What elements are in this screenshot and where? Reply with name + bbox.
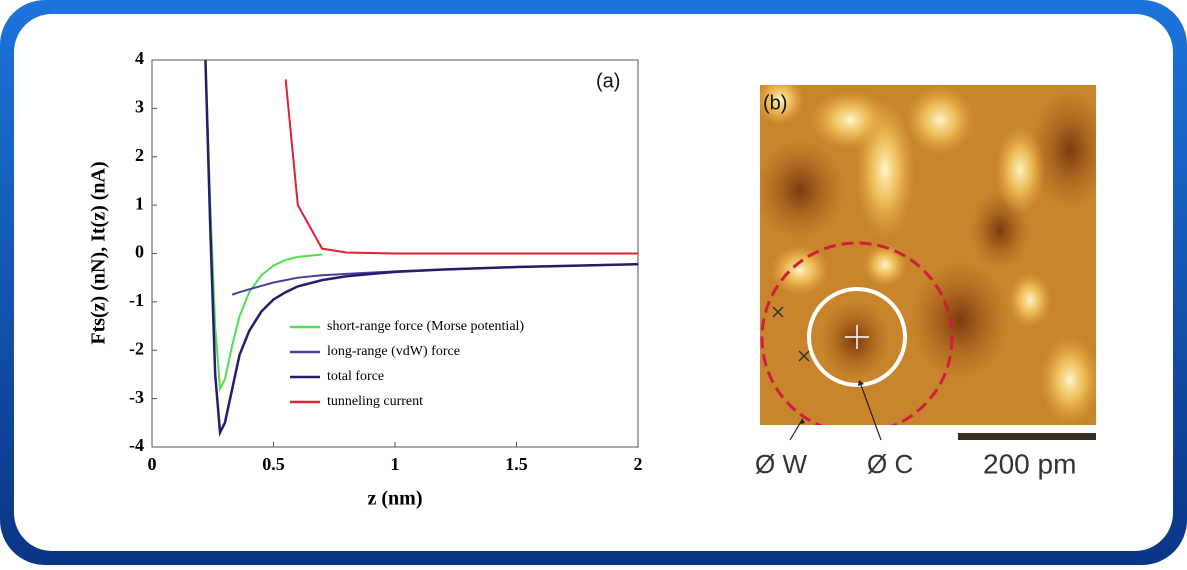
y-tick-label: 2 — [135, 145, 144, 165]
c-circle — [807, 287, 907, 387]
legend-label: long-range (vdW) force — [327, 344, 460, 359]
y-tick-label: -2 — [129, 338, 144, 358]
y-tick-label: 3 — [135, 97, 144, 117]
series-line — [204, 59, 639, 438]
center-cross — [845, 325, 869, 349]
c-label: Ø C — [867, 449, 913, 479]
x-tick-label: 2 — [634, 454, 643, 474]
plot-lines — [204, 59, 639, 438]
x-axis-label: z (nm) — [368, 488, 423, 510]
y-tick-label: 4 — [135, 48, 144, 68]
x-tick-label: 0 — [148, 454, 157, 474]
panel-label: (b) — [763, 92, 787, 114]
y-tick-label: 1 — [135, 193, 144, 213]
series-line — [204, 59, 323, 393]
y-axis-label: Fts(z) (nN), It(z) (nA) — [88, 161, 110, 344]
x-tick-label: 1 — [391, 454, 400, 474]
series-line — [284, 79, 638, 255]
scale-label: 200 pm — [983, 448, 1076, 479]
y-tick-label: -3 — [129, 387, 144, 407]
legend-label: total force — [327, 369, 384, 384]
arrows — [789, 384, 882, 441]
panel-label: (a) — [596, 70, 620, 92]
legend-label: tunneling current — [327, 394, 423, 409]
w-label: Ø W — [755, 449, 807, 479]
x-tick-label: 1.5 — [505, 454, 528, 474]
stm-image — [760, 85, 1096, 425]
scale-bar — [958, 433, 1096, 440]
x-tick-label: 0.5 — [262, 454, 285, 474]
w-crosses — [772, 306, 810, 362]
legend-label: short-range force (Morse potential) — [327, 319, 524, 334]
y-tick-label: -1 — [129, 290, 144, 310]
y-tick-label: 0 — [135, 242, 144, 262]
y-tick-label: -4 — [129, 435, 144, 455]
